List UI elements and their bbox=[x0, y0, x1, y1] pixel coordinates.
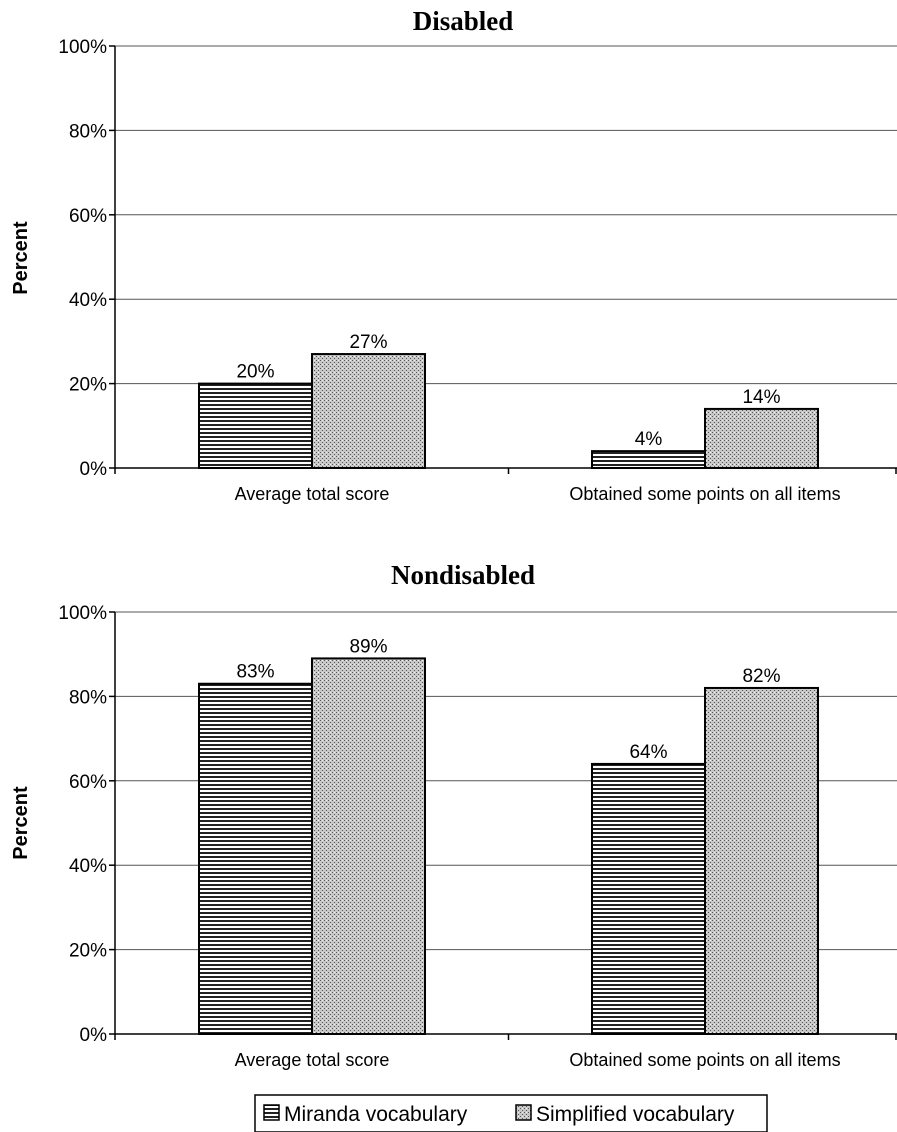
chart-title: Nondisabled bbox=[391, 560, 535, 590]
y-axis-label: Percent bbox=[10, 221, 32, 295]
x-tick-label: Average total score bbox=[235, 1050, 390, 1070]
bar-miranda bbox=[591, 762, 706, 1035]
bar-simplified bbox=[311, 353, 426, 469]
y-tick-label: 40% bbox=[69, 856, 107, 877]
y-tick-label: 100% bbox=[58, 37, 107, 58]
chart-nondisabled: Nondisabled Percent 0% 20% 40% 60% 80% 100% 83… bbox=[10, 560, 897, 1070]
y-axis-label: Percent bbox=[10, 786, 32, 860]
y-tick-label: 60% bbox=[69, 206, 107, 227]
bar-simplified bbox=[704, 407, 819, 470]
data-label: 20% bbox=[236, 362, 274, 383]
data-label: 83% bbox=[236, 662, 274, 683]
chart-disabled: Disabled Percent 0% 20% 40% 60% 80% 100% 20% 4%… bbox=[10, 6, 897, 504]
data-label: 27% bbox=[349, 332, 387, 353]
data-label: 64% bbox=[629, 742, 667, 763]
legend-swatch-simplified bbox=[515, 1104, 532, 1121]
legend-swatch-miranda bbox=[263, 1104, 280, 1121]
y-tick-label: 0% bbox=[80, 459, 108, 480]
y-tick-label: 100% bbox=[58, 603, 107, 624]
data-label: 89% bbox=[349, 636, 387, 657]
bar-simplified bbox=[704, 686, 819, 1036]
legend-label-miranda: Miranda vocabulary bbox=[284, 1103, 468, 1126]
x-tick-label: Obtained some points on all items bbox=[569, 484, 840, 504]
bar-miranda bbox=[198, 682, 313, 1035]
bar-miranda bbox=[591, 450, 706, 469]
data-label: 4% bbox=[635, 429, 663, 450]
y-tick-label: 80% bbox=[69, 121, 107, 142]
data-label: 82% bbox=[742, 666, 780, 687]
y-tick-label: 0% bbox=[80, 1025, 108, 1046]
y-tick-label: 40% bbox=[69, 290, 107, 311]
legend-box bbox=[254, 1094, 768, 1132]
x-tick-label: Average total score bbox=[235, 484, 390, 504]
y-tick-label: 20% bbox=[69, 375, 107, 396]
chart-title: Disabled bbox=[413, 6, 514, 36]
bar-miranda bbox=[198, 382, 313, 470]
y-tick-label: 20% bbox=[69, 941, 107, 962]
y-tick-label: 80% bbox=[69, 687, 107, 708]
legend-label-simplified: Simplified vocabulary bbox=[536, 1103, 735, 1126]
legend: Miranda vocabulary Simplified vocabulary bbox=[254, 1094, 768, 1132]
y-tick-label: 60% bbox=[69, 772, 107, 793]
bar-simplified bbox=[311, 657, 426, 1035]
x-tick-label: Obtained some points on all items bbox=[569, 1050, 840, 1070]
data-label: 14% bbox=[742, 387, 780, 408]
